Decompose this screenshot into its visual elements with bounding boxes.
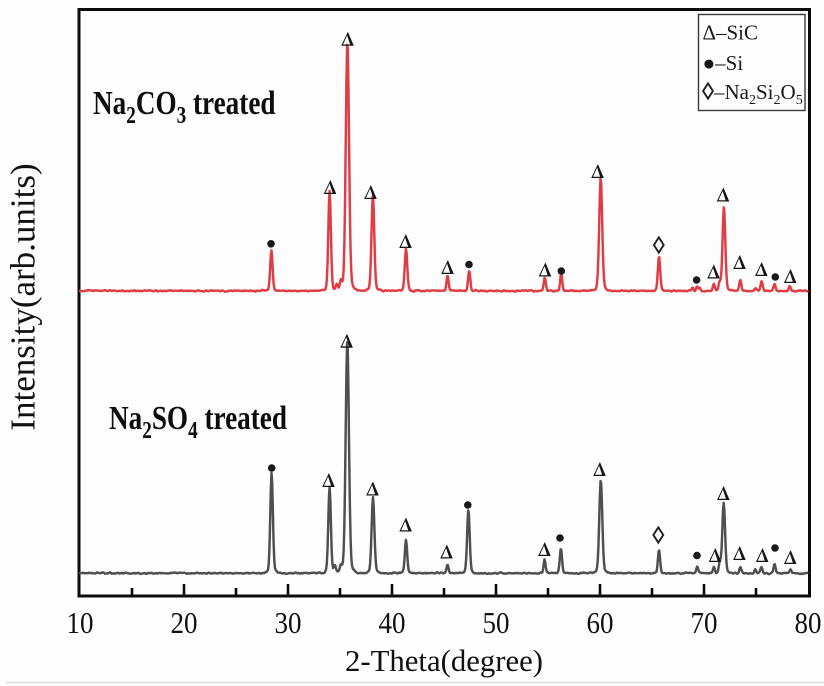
svg-text:10: 10 bbox=[67, 605, 94, 640]
svg-text:20: 20 bbox=[171, 605, 198, 640]
svg-text:●–Si: ●–Si bbox=[703, 51, 744, 75]
svg-text:40: 40 bbox=[379, 605, 406, 640]
svg-text:Intensity(arb.units): Intensity(arb.units) bbox=[4, 163, 43, 430]
svg-text:60: 60 bbox=[587, 605, 614, 640]
svg-text:70: 70 bbox=[691, 605, 718, 640]
svg-text:80: 80 bbox=[795, 605, 822, 640]
svg-text:Na2SO4 treated: Na2SO4 treated bbox=[109, 399, 287, 443]
svg-text:30: 30 bbox=[275, 605, 302, 640]
svg-text:Δ–SiC: Δ–SiC bbox=[703, 21, 759, 45]
svg-text:–Na2Si2O5: –Na2Si2O5 bbox=[713, 80, 803, 108]
svg-text:Na2CO3 treated: Na2CO3 treated bbox=[93, 84, 276, 128]
svg-text:50: 50 bbox=[483, 605, 510, 640]
svg-text:2-Theta(degree): 2-Theta(degree) bbox=[345, 643, 543, 678]
